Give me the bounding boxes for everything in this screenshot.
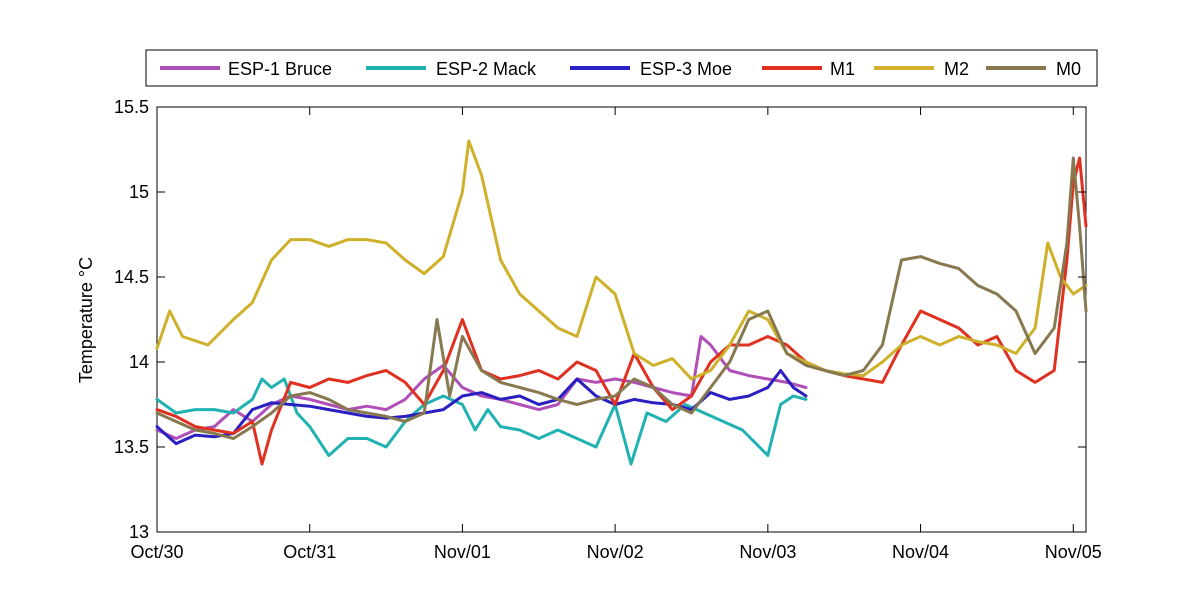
- y-tick-label: 15: [129, 182, 149, 202]
- y-tick-label: 13.5: [114, 437, 149, 457]
- x-tick-label: Nov/04: [892, 542, 949, 562]
- series-line-esp2: [155, 377, 808, 466]
- legend-item-m2: M2: [874, 59, 969, 79]
- legend-label-m1: M1: [830, 59, 855, 79]
- legend-item-m0: M0: [986, 59, 1081, 79]
- legend: ESP-1 Bruce ESP-2 Mack ESP-3 Moe M1 M2 M…: [145, 49, 1098, 87]
- series-line-m2: [155, 139, 1088, 381]
- y-axis-label: Temperature °C: [76, 257, 96, 383]
- legend-label-m0: M0: [1056, 59, 1081, 79]
- series-line-esp3: [155, 369, 808, 446]
- legend-label-m2: M2: [944, 59, 969, 79]
- legend-item-m1: M1: [762, 59, 855, 79]
- y-tick-label: 15.5: [114, 97, 149, 117]
- x-tick-label: Oct/31: [283, 542, 336, 562]
- series-layer: [155, 139, 1088, 466]
- x-tick-label: Nov/03: [739, 542, 796, 562]
- legend-label-esp2: ESP-2 Mack: [436, 59, 537, 79]
- x-tick-label: Oct/30: [130, 542, 183, 562]
- y-tick-label: 13: [129, 522, 149, 542]
- legend-label-esp1: ESP-1 Bruce: [228, 59, 332, 79]
- plot-area: 13 13.5 14 14.5 15 15.5 Oct/30 Oct/31 Nov/01 Nov/…: [114, 97, 1102, 562]
- x-tick-label: Nov/02: [587, 542, 644, 562]
- x-tick-label: Nov/05: [1045, 542, 1102, 562]
- plot-frame: [156, 106, 1087, 533]
- legend-item-esp3: ESP-3 Moe: [570, 59, 732, 79]
- tick-layer: 13 13.5 14 14.5 15 15.5 Oct/30 Oct/31 Nov/01 Nov/…: [114, 97, 1102, 562]
- series-line-esp1: [155, 335, 808, 440]
- legend-item-esp1: ESP-1 Bruce: [160, 59, 332, 79]
- series-line-m0: [155, 156, 1088, 440]
- x-tick-label: Nov/01: [434, 542, 491, 562]
- legend-label-esp3: ESP-3 Moe: [640, 59, 732, 79]
- y-tick-label: 14.5: [114, 267, 149, 287]
- legend-item-esp2: ESP-2 Mack: [366, 59, 537, 79]
- y-tick-label: 14: [129, 352, 149, 372]
